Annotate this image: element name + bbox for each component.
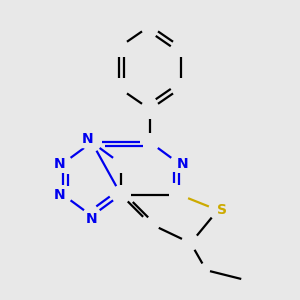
Text: N: N xyxy=(54,188,65,202)
Text: S: S xyxy=(217,203,227,217)
Text: N: N xyxy=(81,132,93,146)
Text: N: N xyxy=(177,157,189,171)
Text: N: N xyxy=(86,212,98,226)
Text: N: N xyxy=(54,157,65,171)
